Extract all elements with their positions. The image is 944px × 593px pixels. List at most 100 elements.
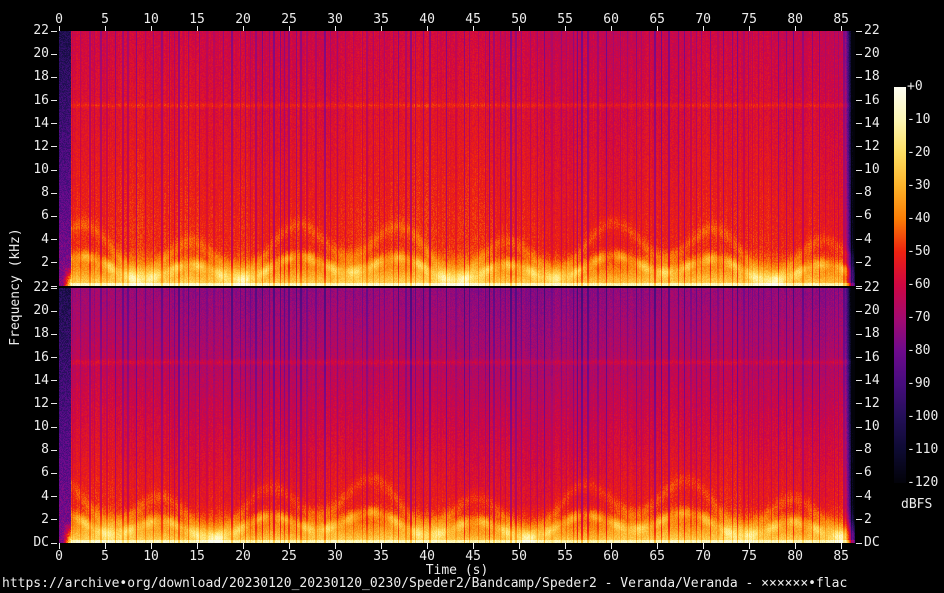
time-tick-top bbox=[748, 26, 750, 31]
time-tick-top bbox=[150, 26, 152, 31]
freq-tick-right bbox=[856, 403, 862, 405]
time-tick-top bbox=[104, 26, 106, 31]
freq-tick-label-left: 10 bbox=[33, 419, 49, 435]
freq-tick-label-left: 20 bbox=[33, 46, 49, 62]
colorbar-tick-label: -90 bbox=[907, 376, 931, 391]
time-tick-bottom bbox=[748, 543, 750, 549]
time-tick-top bbox=[58, 26, 60, 31]
freq-tick-right bbox=[856, 239, 862, 241]
freq-tick-right bbox=[856, 449, 862, 451]
freq-tick-left bbox=[51, 262, 57, 264]
freq-tick-label-left: 20 bbox=[33, 303, 49, 319]
freq-tick-right bbox=[856, 380, 862, 382]
freq-tick-label-right: 12 bbox=[864, 395, 880, 411]
freq-tick-label-right: 14 bbox=[864, 372, 880, 388]
freq-tick-right bbox=[856, 496, 862, 498]
time-tick-label-bottom: 55 bbox=[557, 549, 573, 564]
freq-tick-right bbox=[856, 542, 862, 544]
colorbar-unit-label: dBFS bbox=[901, 497, 933, 512]
freq-tick-right bbox=[856, 215, 862, 217]
freq-tick-label-right: 22 bbox=[864, 23, 880, 38]
time-tick-top bbox=[656, 26, 658, 31]
colorbar-tick-label: +0 bbox=[907, 79, 923, 94]
time-tick-bottom bbox=[150, 543, 152, 549]
freq-tick-label-left: 14 bbox=[33, 372, 49, 388]
time-tick-label-bottom: 5 bbox=[101, 549, 109, 564]
freq-tick-right bbox=[856, 357, 862, 359]
source-path-text: https://archive•org/download/20230120_20… bbox=[2, 576, 848, 591]
freq-tick-left bbox=[51, 519, 57, 521]
colorbar-tick-label: -30 bbox=[907, 178, 931, 193]
freq-tick-left bbox=[51, 100, 57, 102]
colorbar-tick-label: -50 bbox=[907, 244, 931, 259]
freq-tick-left bbox=[51, 192, 57, 194]
time-tick-label-bottom: 50 bbox=[511, 549, 527, 564]
time-tick-bottom bbox=[518, 543, 520, 549]
time-tick-label-top: 60 bbox=[603, 12, 619, 27]
time-tick-label-bottom: 70 bbox=[695, 549, 711, 564]
freq-tick-label-left: 14 bbox=[33, 115, 49, 131]
time-tick-bottom bbox=[794, 543, 796, 549]
time-tick-label-bottom: 25 bbox=[281, 549, 297, 564]
time-tick-bottom bbox=[656, 543, 658, 549]
time-tick-label-bottom: 80 bbox=[787, 549, 803, 564]
freq-tick-left bbox=[51, 472, 57, 474]
freq-tick-right bbox=[856, 287, 862, 289]
spectrogram-channel-2 bbox=[59, 288, 855, 543]
colorbar-tick-label: -20 bbox=[907, 145, 931, 160]
freq-tick-label-right: 4 bbox=[864, 488, 872, 504]
time-tick-top bbox=[334, 26, 336, 31]
time-tick-label-top: 0 bbox=[55, 12, 63, 27]
freq-tick-label-left: 4 bbox=[41, 231, 49, 247]
time-tick-label-bottom: 30 bbox=[327, 549, 343, 564]
freq-tick-label-right: 14 bbox=[864, 115, 880, 131]
freq-tick-left bbox=[51, 146, 57, 148]
freq-tick-left bbox=[51, 426, 57, 428]
freq-tick-label-left: 22 bbox=[33, 280, 49, 295]
time-tick-top bbox=[380, 26, 382, 31]
freq-tick-label-left: 16 bbox=[33, 349, 49, 365]
freq-tick-left bbox=[51, 380, 57, 382]
freq-tick-label-right: 20 bbox=[864, 303, 880, 319]
freq-tick-label-left: 16 bbox=[33, 92, 49, 108]
freq-tick-right bbox=[856, 192, 862, 194]
freq-tick-left bbox=[51, 76, 57, 78]
time-tick-bottom bbox=[334, 543, 336, 549]
time-tick-label-bottom: 10 bbox=[143, 549, 159, 564]
time-tick-top bbox=[840, 26, 842, 31]
freq-tick-label-right: 6 bbox=[864, 208, 872, 224]
freq-tick-right bbox=[856, 262, 862, 264]
colorbar-tick-label: -80 bbox=[907, 343, 931, 358]
freq-tick-label-left: 12 bbox=[33, 138, 49, 154]
freq-tick-left bbox=[51, 449, 57, 451]
time-tick-label-top: 15 bbox=[189, 12, 205, 27]
freq-tick-label-left: DC bbox=[33, 535, 49, 550]
freq-tick-label-left: 18 bbox=[33, 69, 49, 85]
time-tick-top bbox=[564, 26, 566, 31]
colorbar-tick-label: -100 bbox=[907, 409, 939, 424]
freq-tick-label-left: 8 bbox=[41, 442, 49, 458]
time-tick-label-top: 75 bbox=[741, 12, 757, 27]
freq-tick-right bbox=[856, 53, 862, 55]
freq-tick-label-right: 8 bbox=[864, 185, 872, 201]
freq-tick-label-left: 2 bbox=[41, 254, 49, 270]
time-tick-bottom bbox=[472, 543, 474, 549]
freq-tick-right bbox=[856, 333, 862, 335]
freq-tick-right bbox=[856, 426, 862, 428]
freq-tick-label-right: DC bbox=[864, 535, 880, 550]
time-tick-label-top: 85 bbox=[833, 12, 850, 27]
freq-tick-label-left: 8 bbox=[41, 185, 49, 201]
time-tick-label-top: 45 bbox=[465, 12, 481, 27]
freq-tick-right bbox=[856, 123, 862, 125]
time-tick-label-bottom: 0 bbox=[55, 549, 63, 564]
time-tick-bottom bbox=[58, 543, 60, 549]
spectrogram-channel-1 bbox=[59, 31, 855, 286]
freq-tick-right bbox=[856, 169, 862, 171]
colorbar-tick-label: -40 bbox=[907, 211, 931, 226]
time-tick-top bbox=[288, 26, 290, 31]
freq-tick-left bbox=[51, 403, 57, 405]
freq-tick-left bbox=[51, 310, 57, 312]
freq-tick-label-right: 20 bbox=[864, 46, 880, 62]
time-tick-label-top: 65 bbox=[649, 12, 665, 27]
colorbar-tick-label: -110 bbox=[907, 442, 939, 457]
